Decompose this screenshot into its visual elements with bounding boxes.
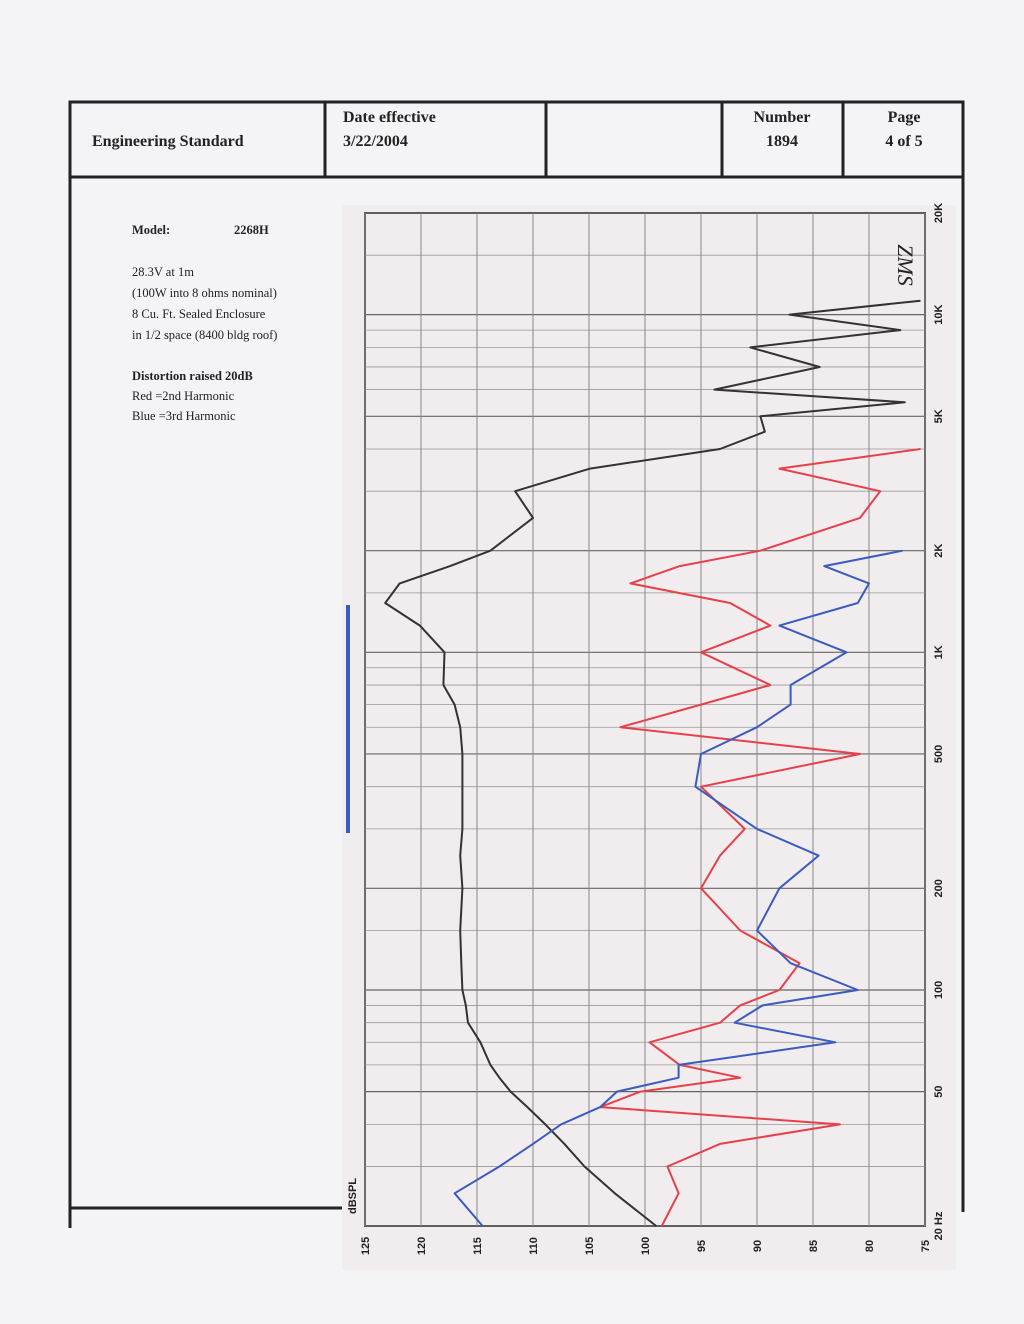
series-line <box>599 448 921 1227</box>
model-label: Model: <box>132 223 170 237</box>
page-number: 4 of 5 <box>885 133 922 150</box>
chart: 20 Hz 50 100 200 500 1K 2K 5K 10K 20K 125 120 115 110… <box>347 203 945 1255</box>
y-axis-label: dBSPL <box>347 1178 359 1214</box>
date: 3/22/2004 <box>343 133 408 150</box>
chart-paper <box>342 205 956 1270</box>
x-tick-label: 2K <box>933 544 945 558</box>
annotation: ZMS <box>893 244 918 286</box>
page-label: Page <box>888 109 921 126</box>
header-frame <box>68 100 965 1228</box>
note-line: (100W into 8 ohms nominal) <box>132 286 277 300</box>
series-line <box>453 549 903 1227</box>
x-tick-label: 1K <box>933 645 945 659</box>
distortion-note: Distortion raised 20dB <box>132 369 253 383</box>
y-tick-label: 110 <box>528 1237 540 1255</box>
marker-bar <box>346 605 350 833</box>
x-tick-label: 20K <box>933 203 945 223</box>
y-tick-label: 75 <box>920 1240 932 1252</box>
series-line <box>384 299 921 1227</box>
x-tick-label: 100 <box>933 981 945 999</box>
y-tick-label: 120 <box>416 1237 428 1255</box>
x-tick-label: 50 <box>933 1086 945 1098</box>
x-tick-label: 20 Hz <box>933 1211 945 1240</box>
legend-note: Blue =3rd Harmonic <box>132 409 236 423</box>
number: 1894 <box>766 133 798 150</box>
y-tick-label: 125 <box>360 1237 372 1255</box>
y-tick-label: 95 <box>696 1240 708 1252</box>
date-label: Date effective <box>343 109 436 126</box>
x-tick-label: 5K <box>933 409 945 423</box>
legend-note: Red =2nd Harmonic <box>132 389 235 403</box>
note-line: 8 Cu. Ft. Sealed Enclosure <box>132 307 266 321</box>
x-tick-label: 500 <box>933 745 945 763</box>
x-tick-label: 200 <box>933 879 945 897</box>
y-tick-label: 90 <box>752 1240 764 1252</box>
doc-title: Engineering Standard <box>92 133 244 150</box>
y-tick-label: 115 <box>472 1237 484 1255</box>
model: 2268H <box>234 223 269 237</box>
y-tick-label: 85 <box>808 1240 820 1252</box>
x-tick-label: 10K <box>933 305 945 325</box>
y-tick-label: 100 <box>640 1237 652 1255</box>
y-tick-label: 105 <box>584 1237 596 1255</box>
y-tick-label: 80 <box>864 1240 876 1252</box>
note-line: in 1/2 space (8400 bldg roof) <box>132 328 277 342</box>
number-label: Number <box>754 109 811 126</box>
note-line: 28.3V at 1m <box>132 265 194 279</box>
